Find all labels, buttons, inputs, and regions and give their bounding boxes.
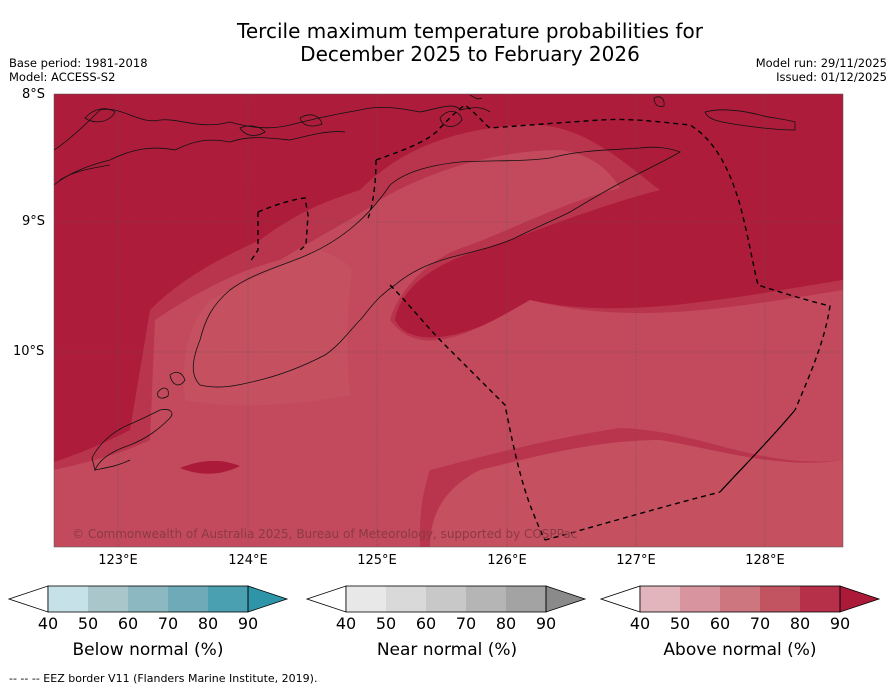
below-normal-tick-40: 40	[37, 614, 59, 633]
lon-label-125e: 125°E	[357, 553, 397, 568]
near-normal-swatch-5	[506, 586, 546, 612]
meta-right: Model run: 29/11/2025 Issued: 01/12/2025	[756, 56, 887, 84]
above-normal-tick-80: 80	[789, 614, 811, 633]
model-run: Model run: 29/11/2025	[755, 56, 887, 70]
above-normal-swatch-1	[640, 586, 680, 612]
lon-label-126e: 126°E	[487, 553, 527, 568]
map-frame	[53, 93, 844, 548]
below-normal-extend-low	[8, 585, 49, 613]
eez-border	[249, 104, 831, 541]
eez-solid-segment	[719, 409, 796, 493]
below-normal-tick-60: 60	[117, 614, 139, 633]
legend-above-title: Above normal (%)	[663, 640, 817, 660]
coastlines	[54, 94, 796, 472]
below-normal-swatch-1	[48, 586, 88, 612]
prob-patch-sw	[430, 440, 843, 547]
above-normal-tick-90: 90	[829, 614, 851, 633]
model-name: Model: ACCESS-S2	[9, 70, 116, 84]
lat-label-10s: 10°S	[13, 344, 45, 359]
above-normal-tick-40: 40	[629, 614, 651, 633]
lon-label-123e: 123°E	[98, 553, 138, 568]
prob-region-60	[183, 250, 352, 406]
legend-near-normal	[306, 585, 587, 613]
above-normal-swatch-2	[680, 586, 720, 612]
prob-patch-south	[180, 460, 240, 474]
below-normal-swatch-3	[128, 586, 168, 612]
below-normal-swatch-2	[88, 586, 128, 612]
graticule	[54, 94, 843, 547]
legend-below-title: Below normal (%)	[72, 640, 224, 660]
below-normal-swatch-4	[168, 586, 208, 612]
eez-footnote: -- -- -- EEZ border V11 (Flanders Marine…	[9, 672, 318, 685]
near-normal-extend-high	[545, 585, 587, 613]
base-period: Base period: 1981-2018	[9, 56, 148, 70]
above-normal-swatch-4	[760, 586, 800, 612]
near-normal-tick-70: 70	[455, 614, 477, 633]
below-normal-frame	[47, 585, 249, 613]
above-normal-tick-50: 50	[669, 614, 691, 633]
near-normal-swatch-2	[386, 586, 426, 612]
above-normal-swatch-3	[720, 586, 760, 612]
near-normal-swatch-1	[346, 586, 386, 612]
below-normal-tick-50: 50	[77, 614, 99, 633]
near-normal-swatch-4	[466, 586, 506, 612]
above-normal-extend-high	[839, 585, 881, 613]
below-normal-tick-90: 90	[237, 614, 259, 633]
below-normal-extend-high	[247, 585, 289, 613]
prob-region-70	[54, 150, 843, 547]
copyright-notice: © Commonwealth of Australia 2025, Bureau…	[72, 527, 578, 541]
title-line-2: December 2025 to February 2026	[300, 42, 640, 66]
near-normal-extend-low	[306, 585, 347, 613]
chart-title: Tercile maximum temperature probabilitie…	[0, 20, 896, 66]
lon-label-127e: 127°E	[616, 553, 656, 568]
near-normal-frame	[345, 585, 547, 613]
below-normal-tick-70: 70	[157, 614, 179, 633]
legend-near-title: Near normal (%)	[376, 640, 518, 660]
near-normal-tick-90: 90	[535, 614, 557, 633]
near-normal-tick-80: 80	[495, 614, 517, 633]
title-line-1: Tercile maximum temperature probabilitie…	[237, 19, 703, 43]
near-normal-tick-50: 50	[375, 614, 397, 633]
above-normal-frame	[639, 585, 841, 613]
legend-below-normal	[8, 585, 289, 613]
lat-label-8s: 8°S	[22, 87, 46, 102]
near-normal-swatch-3	[426, 586, 466, 612]
legend-above-normal	[600, 585, 881, 613]
above-normal-extend-low	[600, 585, 641, 613]
above-normal-tick-70: 70	[749, 614, 771, 633]
lat-label-9s: 9°S	[22, 214, 46, 229]
above-normal-swatch-5	[800, 586, 840, 612]
below-normal-tick-80: 80	[197, 614, 219, 633]
probability-map	[53, 93, 844, 548]
lon-label-124e: 124°E	[228, 553, 268, 568]
near-normal-tick-60: 60	[415, 614, 437, 633]
above-normal-tick-60: 60	[709, 614, 731, 633]
near-normal-tick-40: 40	[335, 614, 357, 633]
lon-label-128e: 128°E	[745, 553, 785, 568]
meta-left: Base period: 1981-2018 Model: ACCESS-S2	[9, 56, 148, 84]
below-normal-swatch-5	[208, 586, 248, 612]
issued-date: Issued: 01/12/2025	[776, 70, 887, 84]
